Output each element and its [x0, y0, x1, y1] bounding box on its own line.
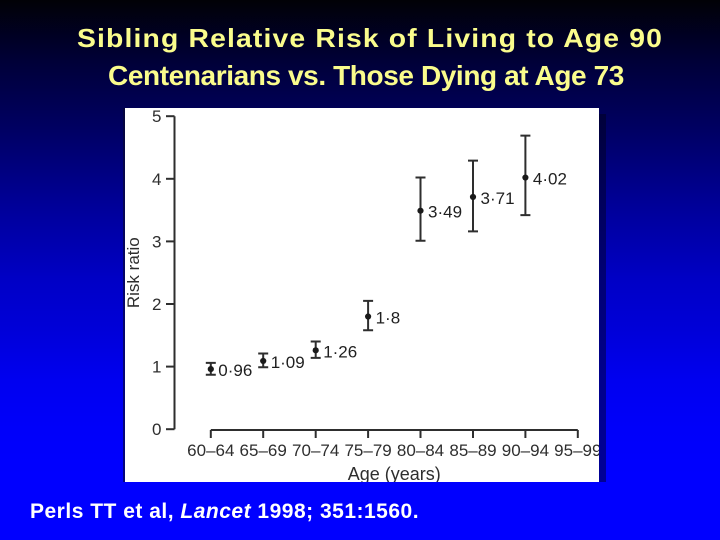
svg-text:1·09: 1·09	[271, 353, 305, 372]
svg-text:Risk ratio: Risk ratio	[125, 237, 143, 308]
svg-text:70–74: 70–74	[292, 441, 339, 460]
svg-text:Age (years): Age (years)	[348, 464, 441, 482]
svg-text:85–89: 85–89	[449, 441, 496, 460]
svg-text:1·26: 1·26	[323, 342, 357, 361]
svg-text:4·02: 4·02	[533, 170, 567, 189]
svg-text:3·49: 3·49	[428, 203, 462, 222]
svg-text:1·8: 1·8	[376, 309, 401, 328]
svg-text:80–84: 80–84	[397, 441, 444, 460]
svg-text:3·71: 3·71	[481, 189, 515, 208]
svg-text:2: 2	[152, 295, 161, 314]
svg-text:95–99: 95–99	[554, 441, 599, 460]
svg-text:0·96: 0·96	[218, 361, 252, 380]
svg-text:60–64: 60–64	[187, 441, 234, 460]
svg-text:0: 0	[152, 420, 161, 439]
svg-text:75–79: 75–79	[344, 441, 391, 460]
svg-text:65–69: 65–69	[240, 441, 287, 460]
svg-text:1: 1	[152, 358, 161, 377]
svg-text:90–94: 90–94	[502, 441, 549, 460]
svg-text:5: 5	[152, 108, 161, 126]
svg-text:4: 4	[152, 170, 161, 189]
svg-text:3: 3	[152, 232, 161, 251]
